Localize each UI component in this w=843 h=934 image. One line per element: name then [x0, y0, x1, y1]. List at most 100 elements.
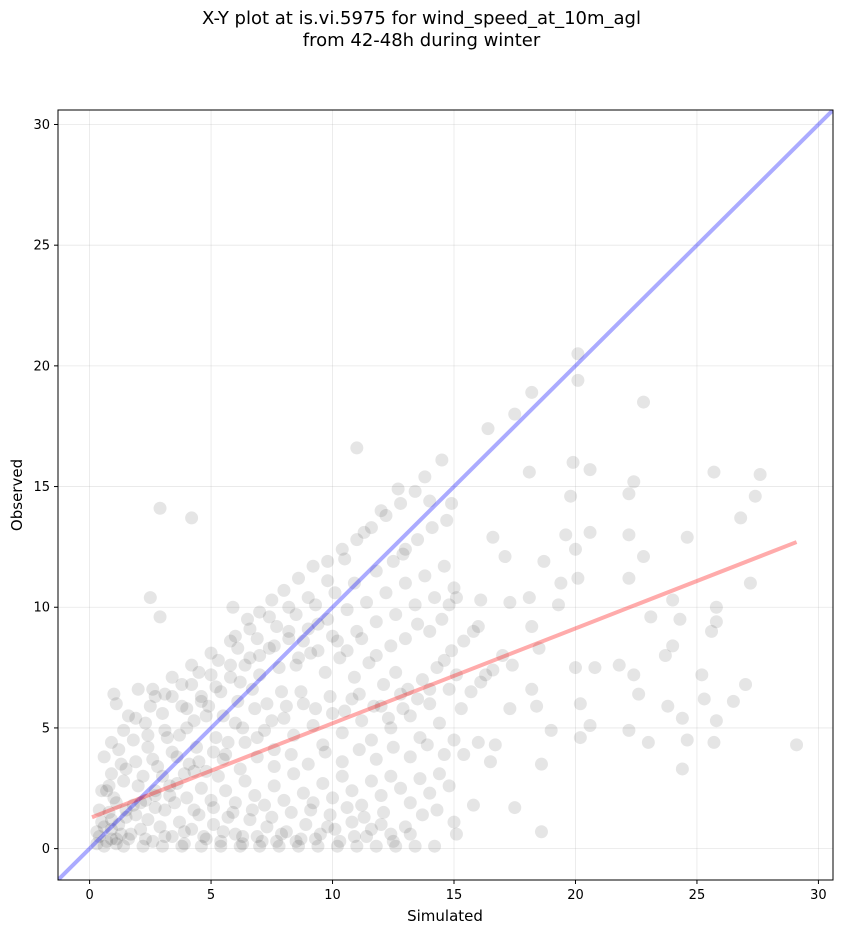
data-point [216, 709, 230, 723]
data-point [437, 653, 451, 667]
data-point [680, 733, 694, 747]
data-point [221, 810, 235, 824]
data-point [705, 624, 719, 638]
data-point [474, 593, 488, 607]
data-point [170, 750, 184, 764]
data-point [680, 530, 694, 544]
data-point [223, 658, 237, 672]
data-point [583, 719, 597, 733]
data-point [709, 600, 723, 614]
data-point [321, 574, 335, 588]
data-point [158, 687, 172, 701]
data-point [641, 735, 655, 749]
data-point [258, 798, 272, 812]
data-point [104, 813, 118, 827]
data-point [117, 723, 131, 737]
data-point [707, 735, 721, 749]
data-point [318, 665, 332, 679]
data-point [158, 723, 172, 737]
data-point [185, 658, 199, 672]
data-point [345, 784, 359, 798]
data-point [632, 687, 646, 701]
data-point [146, 682, 160, 696]
data-point [350, 624, 364, 638]
data-point [177, 837, 191, 851]
data-point [165, 670, 179, 684]
data-point [236, 837, 250, 851]
data-point [486, 530, 500, 544]
data-point [279, 699, 293, 713]
data-point [637, 395, 651, 409]
data-point [386, 834, 400, 848]
data-point [403, 709, 417, 723]
data-point [277, 793, 291, 807]
data-point [228, 716, 242, 730]
data-point [284, 747, 298, 761]
data-point [364, 521, 378, 535]
data-point [112, 743, 126, 757]
data-point [275, 827, 289, 841]
data-point [673, 612, 687, 626]
data-point [265, 593, 279, 607]
data-point [172, 728, 186, 742]
data-point [573, 697, 587, 711]
data-point [255, 834, 269, 848]
data-point [571, 571, 585, 585]
data-point [323, 808, 337, 822]
data-point [415, 808, 429, 822]
x-tick-label: 15 [446, 888, 463, 903]
y-tick-label: 5 [42, 721, 50, 736]
data-point [622, 723, 636, 737]
data-point [165, 745, 179, 759]
data-point [532, 641, 546, 655]
data-point [206, 745, 220, 759]
data-point [355, 714, 369, 728]
data-point [236, 830, 250, 844]
data-point [294, 832, 308, 846]
data-point [658, 649, 672, 663]
data-point [233, 839, 247, 853]
data-point [415, 673, 429, 687]
data-point [437, 559, 451, 573]
data-point [90, 825, 104, 839]
data-point [209, 680, 223, 694]
data-point [739, 677, 753, 691]
data-point [505, 658, 519, 672]
data-point [228, 827, 242, 841]
data-point [148, 784, 162, 798]
data-point [287, 767, 301, 781]
data-point [637, 550, 651, 564]
data-point [474, 675, 488, 689]
data-point [175, 839, 189, 853]
data-point [117, 774, 131, 788]
data-point [282, 624, 296, 638]
data-point [253, 668, 267, 682]
data-point [119, 762, 133, 776]
data-point [238, 774, 252, 788]
data-point [362, 656, 376, 670]
data-point [568, 542, 582, 556]
data-point [352, 687, 366, 701]
data-point [138, 832, 152, 846]
data-point [432, 767, 446, 781]
data-point [180, 702, 194, 716]
data-point [284, 805, 298, 819]
data-point [304, 803, 318, 817]
y-tick-label: 30 [33, 118, 50, 133]
data-point [466, 798, 480, 812]
data-point [240, 612, 254, 626]
data-point [292, 839, 306, 853]
data-point [430, 661, 444, 675]
data-point [272, 661, 286, 675]
data-point [226, 805, 240, 819]
data-point [321, 612, 335, 626]
data-point [126, 733, 140, 747]
data-point [396, 547, 410, 561]
data-point [219, 747, 233, 761]
data-point [364, 774, 378, 788]
data-point [340, 644, 354, 658]
data-point [479, 668, 493, 682]
data-point [194, 781, 208, 795]
data-point [238, 658, 252, 672]
data-point [627, 668, 641, 682]
